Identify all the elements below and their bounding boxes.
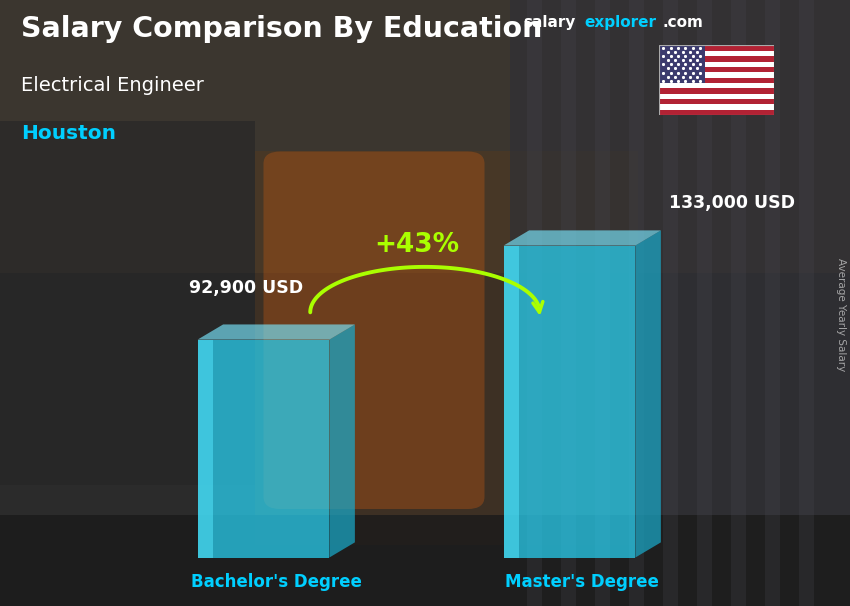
Bar bbox=[595, 0, 610, 606]
FancyBboxPatch shape bbox=[264, 152, 484, 509]
Bar bbox=[659, 72, 774, 78]
Bar bbox=[659, 88, 774, 94]
Bar bbox=[659, 94, 774, 99]
Bar bbox=[527, 0, 542, 606]
Polygon shape bbox=[197, 324, 355, 339]
Bar bbox=[659, 51, 774, 56]
Bar bbox=[510, 0, 850, 606]
Text: 133,000 USD: 133,000 USD bbox=[670, 194, 796, 212]
Text: +43%: +43% bbox=[374, 231, 459, 258]
Bar bbox=[799, 0, 814, 606]
Bar bbox=[659, 67, 774, 72]
Bar bbox=[659, 45, 705, 83]
Text: Master's Degree: Master's Degree bbox=[505, 573, 660, 591]
Text: Salary Comparison By Education: Salary Comparison By Education bbox=[21, 15, 542, 43]
Bar bbox=[629, 0, 644, 606]
Text: explorer: explorer bbox=[585, 15, 657, 30]
Bar bbox=[765, 0, 780, 606]
Polygon shape bbox=[197, 339, 329, 558]
Bar bbox=[659, 45, 774, 51]
Text: 92,900 USD: 92,900 USD bbox=[189, 279, 303, 297]
Bar bbox=[255, 152, 638, 545]
Bar bbox=[0, 0, 850, 273]
Bar bbox=[659, 83, 774, 88]
Text: salary: salary bbox=[523, 15, 575, 30]
Bar bbox=[0, 515, 850, 606]
Bar bbox=[561, 0, 576, 606]
Polygon shape bbox=[503, 245, 635, 558]
Text: Houston: Houston bbox=[21, 124, 116, 143]
Polygon shape bbox=[503, 245, 519, 558]
Bar bbox=[697, 0, 712, 606]
Text: Bachelor's Degree: Bachelor's Degree bbox=[190, 573, 362, 591]
Bar bbox=[659, 104, 774, 110]
Polygon shape bbox=[503, 230, 661, 245]
Bar bbox=[659, 99, 774, 104]
Text: Electrical Engineer: Electrical Engineer bbox=[21, 76, 204, 95]
Polygon shape bbox=[329, 324, 355, 558]
Bar bbox=[731, 0, 746, 606]
Bar bbox=[659, 110, 774, 115]
Bar bbox=[659, 78, 774, 83]
Bar bbox=[659, 62, 774, 67]
Polygon shape bbox=[635, 230, 661, 558]
Text: .com: .com bbox=[663, 15, 704, 30]
Bar bbox=[0, 121, 255, 485]
Bar bbox=[663, 0, 678, 606]
Text: Average Yearly Salary: Average Yearly Salary bbox=[836, 259, 846, 371]
Polygon shape bbox=[197, 339, 213, 558]
Bar bbox=[659, 56, 774, 62]
